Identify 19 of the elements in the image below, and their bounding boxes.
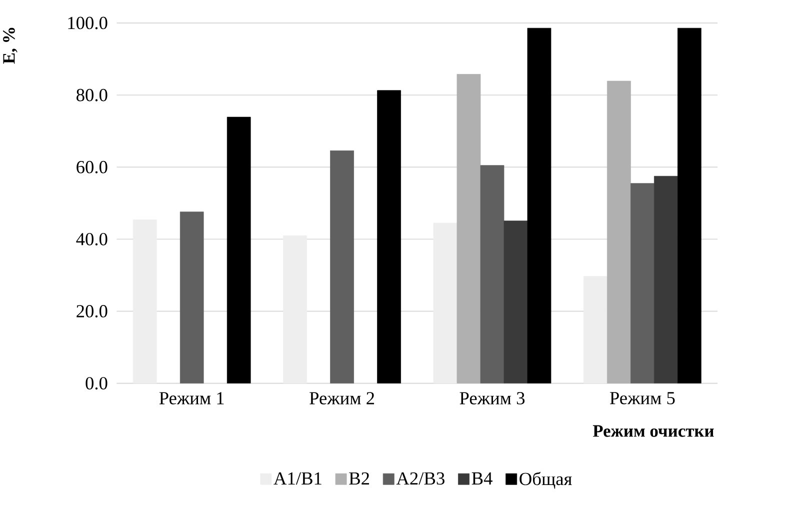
x-tick-label: Режим 5	[610, 392, 675, 404]
bar	[607, 80, 631, 384]
x-axis-title: Режим очистки	[592, 425, 714, 437]
y-tick-label: 80.0	[76, 88, 108, 102]
y-tick-label: 20.0	[76, 305, 108, 318]
legend-label: A1/B1	[274, 472, 322, 485]
legend-label: A2/B3	[396, 472, 444, 485]
y-tick-label: 100.0	[68, 16, 108, 30]
x-tick-label: Режим 2	[310, 392, 374, 405]
bar	[456, 74, 481, 384]
x-tick-label: Режим 1	[159, 392, 224, 405]
y-tick-label: 0.0	[86, 377, 108, 390]
legend-label: Общая	[520, 472, 572, 489]
legend-label: B4	[472, 472, 492, 485]
y-tick-label: 40.0	[76, 233, 108, 246]
y-axis-title: E, %	[3, 28, 18, 64]
legend-label: B2	[349, 472, 370, 485]
y-tick-label: 60.0	[76, 161, 108, 174]
x-tick-label: Режим 3	[460, 392, 525, 405]
